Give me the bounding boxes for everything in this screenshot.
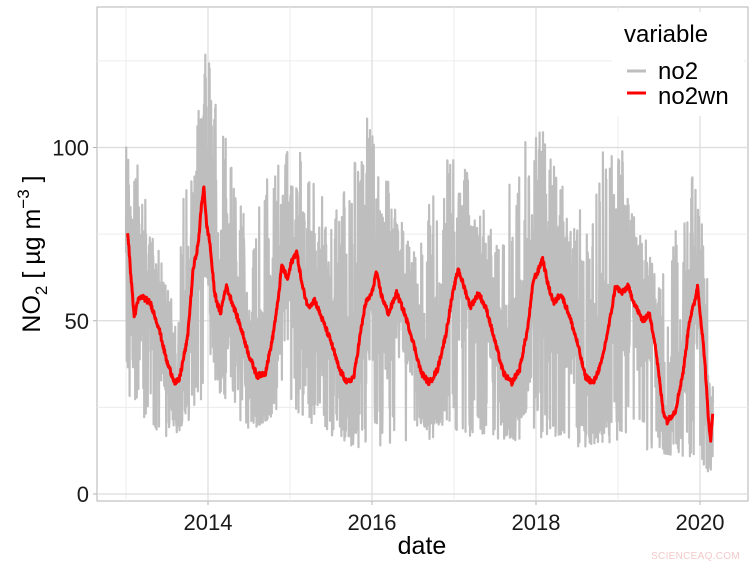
x-tick-label: 2014: [184, 510, 233, 535]
y-tick-label: 50: [65, 309, 89, 334]
x-axis-title: date: [398, 532, 447, 560]
series-no2wn: [126, 185, 715, 443]
y-tick-label: 0: [77, 482, 89, 507]
legend: variable no2 no2wn: [612, 12, 744, 116]
legend-label-no2wn: no2wn: [658, 83, 729, 110]
y-axis-ticks: 0 50 100: [52, 136, 97, 507]
x-tick-label: 2020: [676, 510, 725, 535]
line-no2wn: [126, 185, 715, 443]
y-tick-label: 100: [52, 136, 89, 161]
x-tick-label: 2018: [512, 510, 561, 535]
watermark: SCIENCEAQ.COM: [651, 551, 740, 562]
series-no2: [124, 53, 715, 473]
legend-label-no2: no2: [658, 58, 698, 85]
y-axis-title: NO2 [ µg m−3 ]: [14, 175, 51, 332]
legend-title: variable: [624, 21, 708, 48]
line-no2: [124, 53, 715, 473]
x-axis-ticks: 2014 2016 2018 2020: [184, 501, 725, 535]
legend-background: [612, 12, 744, 116]
x-tick-label: 2016: [348, 510, 397, 535]
